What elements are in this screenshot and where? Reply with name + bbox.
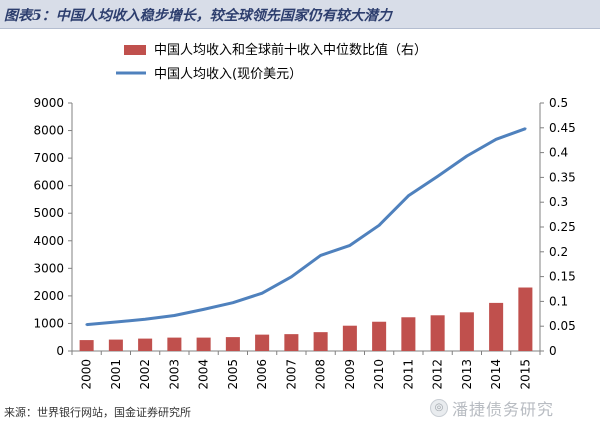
- x-tick-label: 2010: [372, 359, 386, 390]
- y-right-tick-label: 0.1: [549, 294, 568, 308]
- source-note: 来源：世界银行网站，国金证券研究所: [4, 406, 191, 419]
- x-tick-label: 2013: [460, 359, 474, 390]
- legend-label-ratio: 中国人均收入和全球前十收入中位数比值（右）: [154, 42, 427, 58]
- chart-title: 图表5：中国人均收入稳步增长，较全球领先国家仍有较大潜力: [4, 8, 392, 24]
- x-tick-label: 2011: [401, 359, 415, 390]
- x-tick-label: 2014: [489, 359, 503, 390]
- y-right-tick-label: 0.05: [549, 319, 576, 333]
- line-income: [86, 127, 526, 327]
- y-left-tick-label: 3000: [33, 261, 64, 275]
- y-right-tick-label: 0.3: [549, 195, 568, 209]
- bar-ratio-2014: [489, 302, 504, 351]
- bar-ratio-2015: [518, 287, 533, 351]
- title-bar: 图表5：中国人均收入稳步增长，较全球领先国家仍有较大潜力: [0, 0, 600, 29]
- point-income-2012: [436, 175, 439, 178]
- y-left-tick-label: 0: [56, 344, 64, 358]
- bar-ratio-2004: [196, 337, 211, 351]
- wechat-icon: ◎: [430, 399, 448, 417]
- y-left-tick-label: 6000: [33, 179, 64, 193]
- y-left-tick-label: 2000: [33, 289, 64, 303]
- y-left-tick-label: 8000: [33, 124, 64, 138]
- x-tick-label: 2005: [226, 359, 240, 390]
- bar-ratio-2012: [430, 315, 445, 351]
- point-income-2007: [290, 275, 293, 278]
- x-tick-label: 2006: [255, 359, 269, 390]
- bar-ratio-2008: [313, 332, 328, 351]
- bar-ratio-2006: [255, 334, 270, 351]
- watermark-text: 潘捷债务研究: [452, 400, 555, 419]
- y-right-tick-label: 0: [549, 344, 557, 358]
- bar-ratio-2011: [401, 317, 416, 351]
- y-right-tick-label: 0.2: [549, 245, 568, 259]
- point-income-2011: [407, 194, 410, 197]
- x-tick-label: 2009: [343, 359, 357, 390]
- x-tick-label: 2000: [80, 359, 94, 390]
- bar-ratio-2001: [108, 339, 123, 351]
- bar-ratio-2003: [167, 337, 182, 351]
- legend-label-income: 中国人均收入(现价美元）: [154, 67, 302, 82]
- point-income-2001: [114, 320, 118, 324]
- bar-ratio-2002: [138, 338, 153, 351]
- x-tick-label: 2012: [431, 359, 445, 390]
- bar-ratio-2010: [372, 321, 387, 351]
- y-right-tick-label: 0.15: [549, 270, 576, 284]
- bar-ratio-2007: [284, 334, 299, 351]
- y-right-tick-label: 0.4: [549, 146, 568, 160]
- y-left-tick-label: 7000: [33, 151, 64, 165]
- x-tick-label: 2001: [109, 359, 123, 390]
- point-income-2005: [231, 301, 235, 304]
- x-tick-label: 2007: [284, 359, 298, 390]
- point-income-2006: [260, 291, 264, 295]
- bar-ratio-2000: [79, 340, 94, 351]
- x-tick-label: 2015: [518, 359, 532, 390]
- point-income-2009: [348, 244, 352, 247]
- x-tick-label: 2002: [138, 359, 152, 390]
- bar-ratio-2009: [342, 325, 357, 351]
- y-left-tick-label: 5000: [33, 206, 64, 220]
- y-left-tick-label: 4000: [33, 234, 64, 248]
- point-income-2010: [377, 224, 381, 227]
- y-right-tick-label: 0.25: [549, 220, 576, 234]
- y-right-tick-label: 0.45: [549, 121, 576, 135]
- point-income-2002: [143, 318, 147, 321]
- point-income-2014: [494, 138, 498, 141]
- watermark: ◎ 潘捷债务研究: [430, 396, 554, 420]
- x-tick-label: 2008: [314, 359, 328, 390]
- bar-ratio-2005: [225, 337, 240, 351]
- point-income-2000: [85, 323, 88, 326]
- legend-swatch-ratio: [124, 45, 146, 55]
- point-income-2015: [524, 127, 527, 130]
- x-tick-label: 2004: [197, 359, 211, 390]
- y-left-tick-label: 1000: [33, 316, 64, 330]
- point-income-2004: [202, 308, 205, 311]
- chart: 中国人均收入和全球前十收入中位数比值（右） 中国人均收入(现价美元） 0 1000 20…: [33, 42, 576, 390]
- point-income-2003: [173, 314, 176, 317]
- y-right-tick-label: 0.35: [549, 170, 576, 184]
- bar-ratio-2013: [459, 312, 474, 351]
- x-tick-label: 2003: [167, 359, 181, 390]
- point-income-2013: [465, 154, 469, 158]
- y-right-tick-label: 0.5: [549, 96, 568, 110]
- point-income-2008: [319, 254, 322, 257]
- y-left-tick-label: 9000: [33, 96, 64, 110]
